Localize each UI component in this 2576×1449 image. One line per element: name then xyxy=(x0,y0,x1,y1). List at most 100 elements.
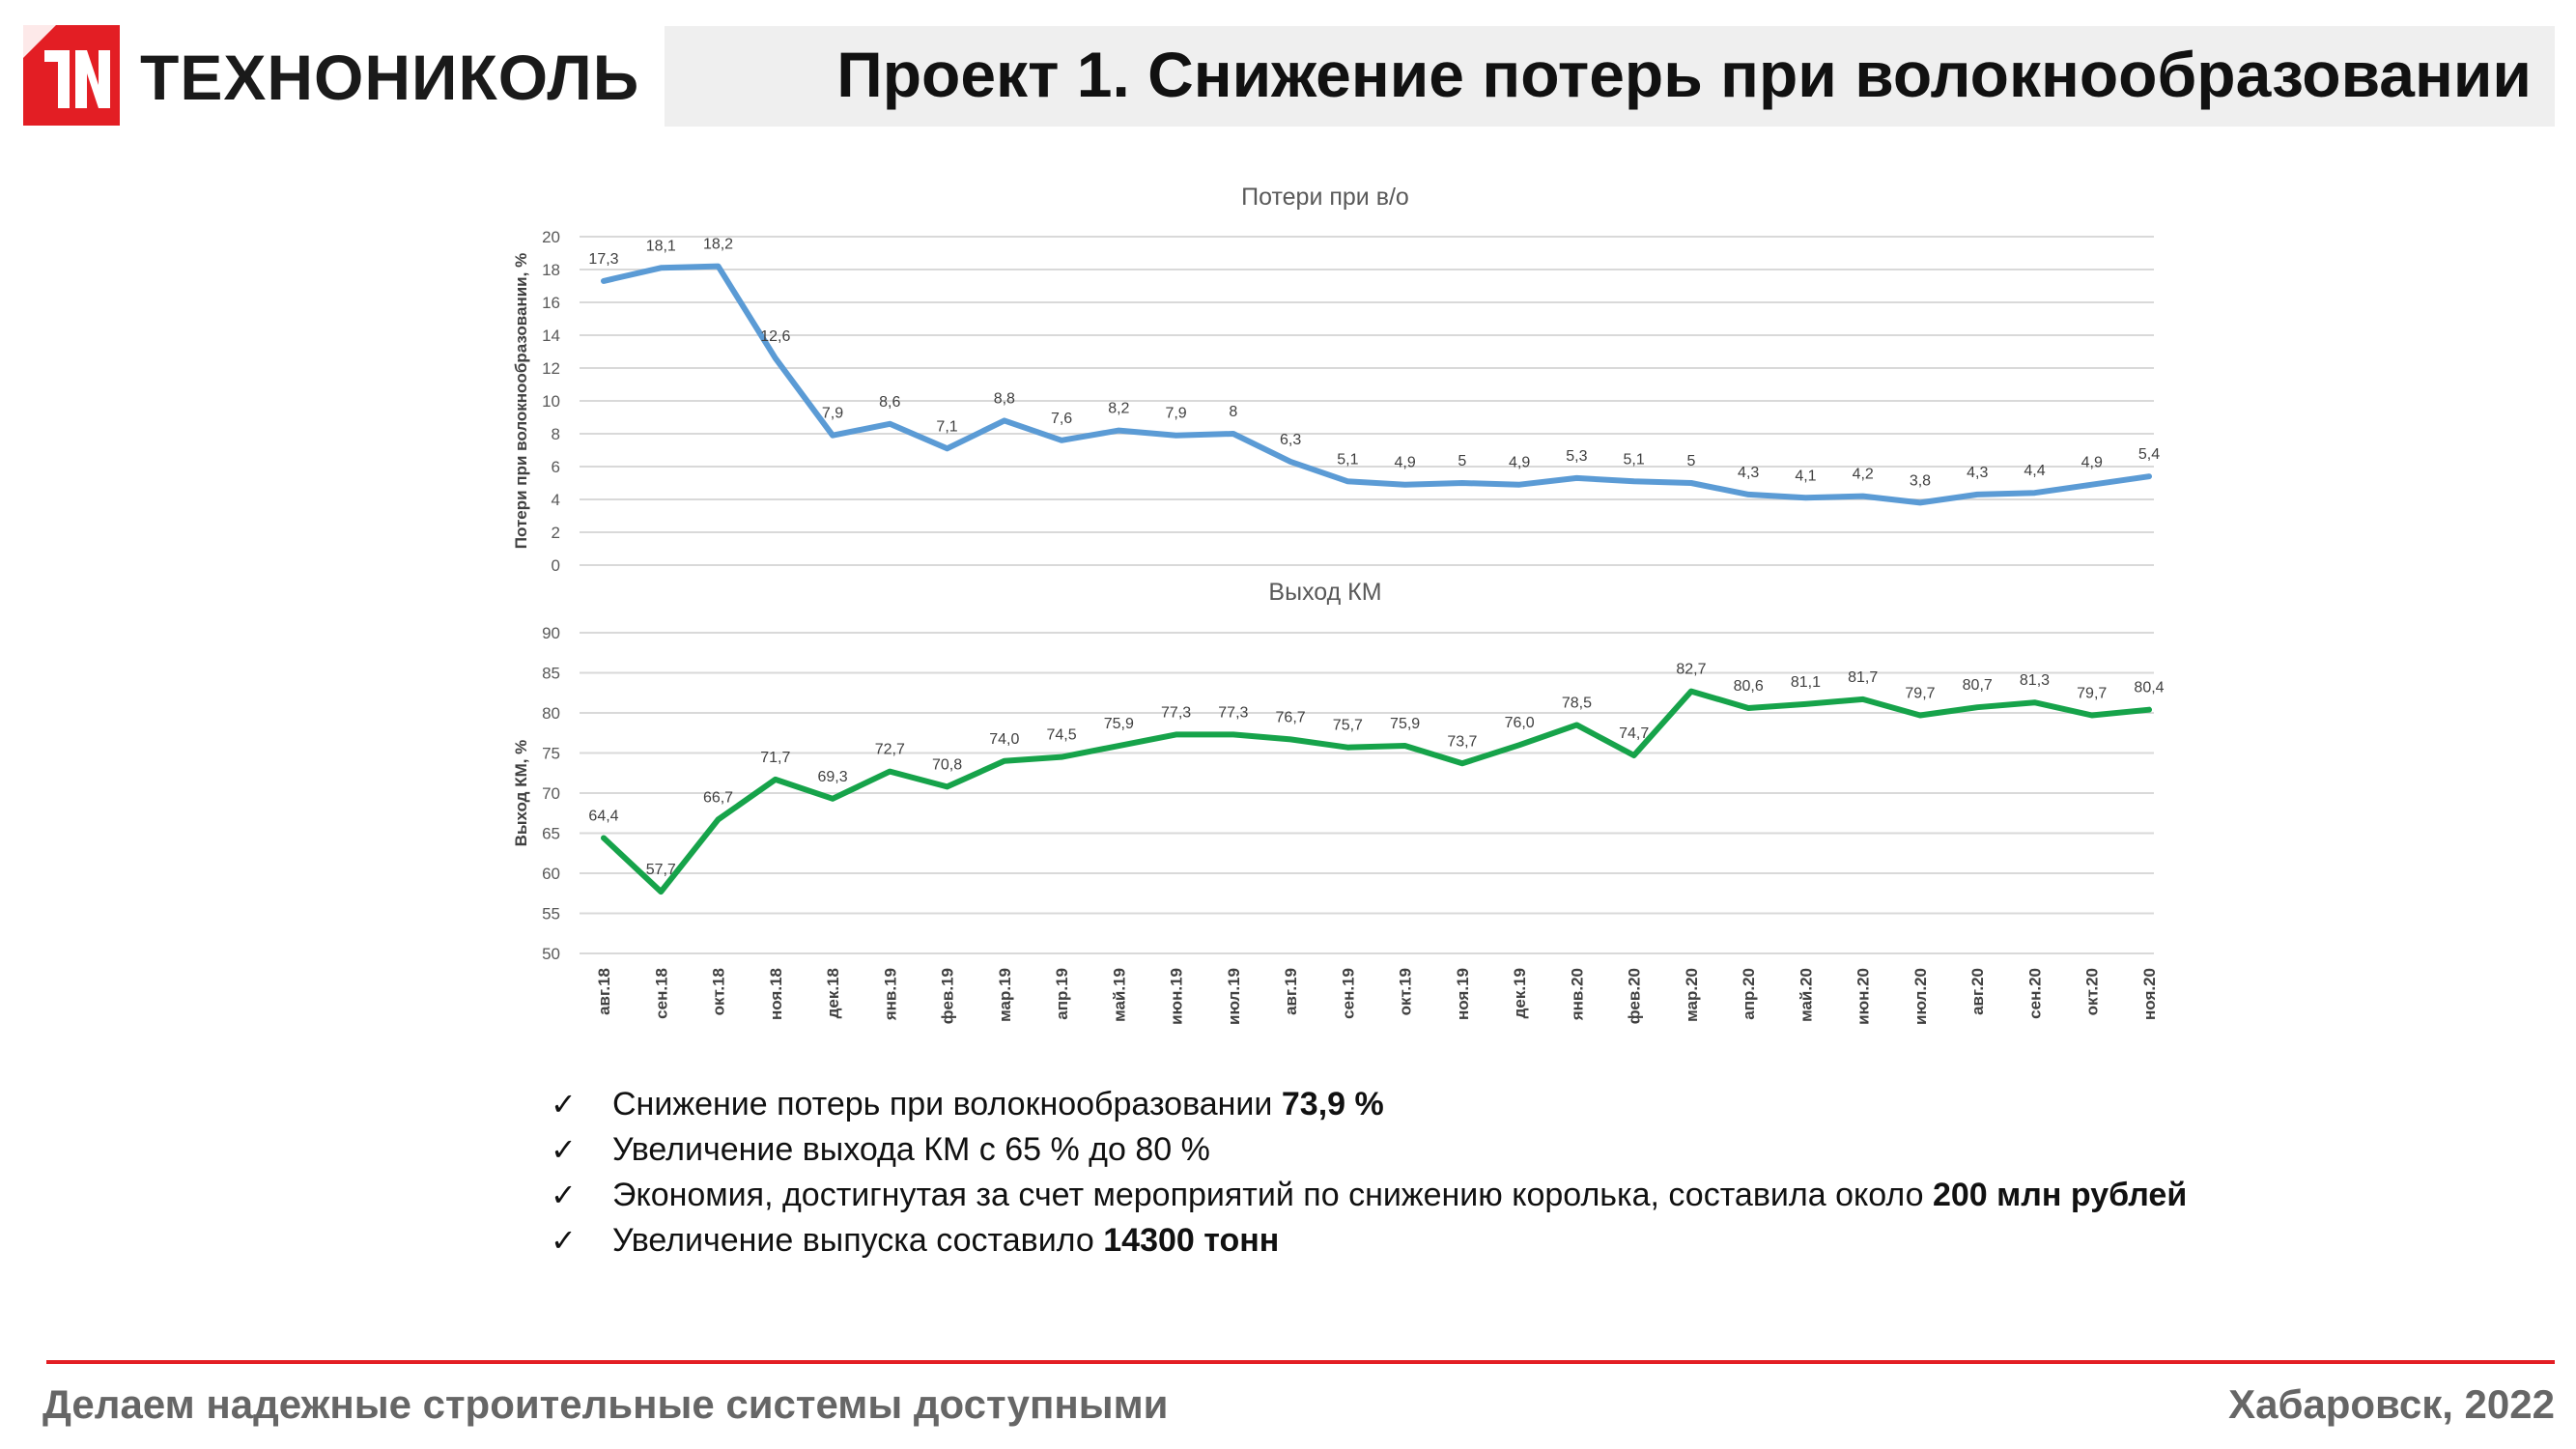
undefined-data-point xyxy=(888,769,892,774)
undefined-data-label: 5,1 xyxy=(1337,451,1358,468)
undefined-data-label: 81,3 xyxy=(2020,672,2050,689)
undefined-data-point xyxy=(1803,701,1808,706)
undefined-data-label: 7,6 xyxy=(1051,411,1072,427)
undefined-data-label: 6,3 xyxy=(1280,432,1301,448)
undefined-data-label: 82,7 xyxy=(1676,662,1706,678)
undefined-data-point xyxy=(1288,737,1293,742)
undefined-data-label: 4,3 xyxy=(1967,465,1988,481)
undefined-data-point xyxy=(2147,474,2151,479)
undefined-data-label: 77,3 xyxy=(1218,704,1248,721)
x-tick-label: май.19 xyxy=(1110,968,1128,1022)
undefined-data-label: 72,7 xyxy=(875,742,905,758)
x-tick-label: фев.19 xyxy=(939,968,957,1024)
undefined-data-point xyxy=(1231,732,1235,737)
summary-list: ✓ Снижение потерь при волокнообразовании … xyxy=(551,1082,2187,1264)
undefined-data-point xyxy=(1288,459,1293,464)
undefined-data-point xyxy=(1002,418,1006,423)
undefined-data-label: 75,9 xyxy=(1104,716,1134,732)
x-tick-label: янв.20 xyxy=(1568,968,1586,1021)
undefined-data-label: 5 xyxy=(1686,453,1695,469)
undefined-data-point xyxy=(1975,705,1980,710)
undefined-data-label: 4,3 xyxy=(1738,465,1759,481)
undefined-data-label: 7,9 xyxy=(822,406,843,422)
undefined-data-point xyxy=(1631,753,1636,757)
undefined-data-label: 7,1 xyxy=(936,418,957,435)
undefined-data-label: 64,4 xyxy=(588,808,618,824)
undefined-y-tick-label: 90 xyxy=(542,624,560,642)
undefined-data-point xyxy=(1860,494,1865,498)
undefined-data-label: 76,0 xyxy=(1505,715,1535,731)
undefined-data-label: 79,7 xyxy=(2077,685,2107,701)
undefined-data-point xyxy=(1688,481,1693,485)
undefined-data-label: 81,1 xyxy=(1791,674,1821,691)
undefined-y-tick-label: 16 xyxy=(542,294,560,312)
undefined-data-label: 4,1 xyxy=(1795,468,1816,484)
undefined-data-label: 5,3 xyxy=(1566,448,1587,465)
undefined-data-label: 8,2 xyxy=(1108,401,1129,417)
undefined-data-point xyxy=(1117,428,1121,433)
undefined-data-label: 71,7 xyxy=(760,750,790,766)
charts-canvas: Потери при в/о Потери при волокнообразова… xyxy=(512,184,2165,1025)
undefined-data-point xyxy=(2089,713,2094,718)
footer-divider xyxy=(46,1360,2555,1364)
x-tick-label: мар.20 xyxy=(1683,968,1701,1022)
undefined-series-line xyxy=(601,688,2152,895)
footer-slogan: Делаем надежные строительные системы дос… xyxy=(42,1381,1169,1427)
undefined-data-point xyxy=(1174,732,1178,737)
x-tick-label: дек.19 xyxy=(1511,968,1529,1018)
undefined-data-point xyxy=(831,796,835,801)
undefined-data-point xyxy=(1574,723,1579,727)
undefined-data-point xyxy=(659,266,664,270)
undefined-data-label: 74,0 xyxy=(989,731,1019,748)
undefined-data-point xyxy=(1345,745,1350,750)
undefined-data-label: 79,7 xyxy=(1905,685,1935,701)
x-tick-label: июн.19 xyxy=(1168,968,1186,1025)
undefined-data-label: 8,6 xyxy=(879,394,900,411)
undefined-data-label: 5,1 xyxy=(1624,451,1645,468)
undefined-y-tick-label: 10 xyxy=(542,392,560,411)
undefined-y-tick-label: 0 xyxy=(552,556,560,575)
undefined-data-point xyxy=(1688,689,1693,694)
undefined-data-point xyxy=(1402,744,1407,749)
undefined-data-label: 77,3 xyxy=(1161,704,1191,721)
undefined-data-label: 18,2 xyxy=(703,237,733,253)
check-icon: ✓ xyxy=(551,1086,577,1122)
check-icon: ✓ xyxy=(551,1222,577,1259)
x-tick-label: янв.19 xyxy=(881,968,899,1021)
undefined-data-point xyxy=(2032,700,2037,705)
undefined-data-label: 76,7 xyxy=(1276,709,1306,725)
x-tick-label: сен.18 xyxy=(652,968,670,1019)
undefined-chart-title: Потери при в/о xyxy=(1241,184,1409,211)
summary-item: ✓ Экономия, достигнутая за счет мероприят… xyxy=(551,1173,2187,1218)
undefined-data-point xyxy=(1231,432,1235,436)
undefined-y-tick-label: 75 xyxy=(542,745,560,763)
check-icon: ✓ xyxy=(551,1131,577,1168)
x-tick-label: авг.20 xyxy=(1968,968,1987,1015)
undefined-data-label: 4,2 xyxy=(1853,467,1874,483)
undefined-data-point xyxy=(1860,696,1865,701)
x-tick-label: дек.18 xyxy=(824,968,842,1018)
undefined-data-point xyxy=(1746,492,1751,497)
undefined-y-tick-label: 6 xyxy=(552,458,560,476)
undefined-data-label: 80,4 xyxy=(2134,680,2164,696)
undefined-data-point xyxy=(945,446,949,451)
page-title: Проект 1. Снижение потерь при волокнообр… xyxy=(836,39,2532,110)
undefined-data-point xyxy=(2089,482,2094,487)
check-icon: ✓ xyxy=(551,1177,577,1213)
undefined-data-point xyxy=(1345,479,1350,484)
undefined-data-point xyxy=(1631,479,1636,484)
x-tick-label: сен.20 xyxy=(2025,968,2044,1019)
undefined-data-label: 70,8 xyxy=(932,756,962,773)
undefined-y-axis-label: Потери при волокнообразовании, % xyxy=(512,253,530,549)
undefined-data-label: 78,5 xyxy=(1562,695,1592,711)
summary-item: ✓ Увеличение выпуска составило 14300 тонн xyxy=(551,1218,2187,1264)
undefined-data-point xyxy=(1002,758,1006,763)
undefined-y-tick-label: 18 xyxy=(542,261,560,279)
summary-item: ✓ Снижение потерь при волокнообразовании … xyxy=(551,1082,2187,1127)
undefined-y-tick-label: 20 xyxy=(542,228,560,246)
brand-name: ТЕХНОНИКОЛЬ xyxy=(140,42,640,113)
undefined-data-point xyxy=(1174,433,1178,438)
undefined-data-point xyxy=(1517,482,1522,487)
undefined-data-point xyxy=(1459,481,1464,485)
undefined-y-tick-label: 4 xyxy=(552,491,560,509)
